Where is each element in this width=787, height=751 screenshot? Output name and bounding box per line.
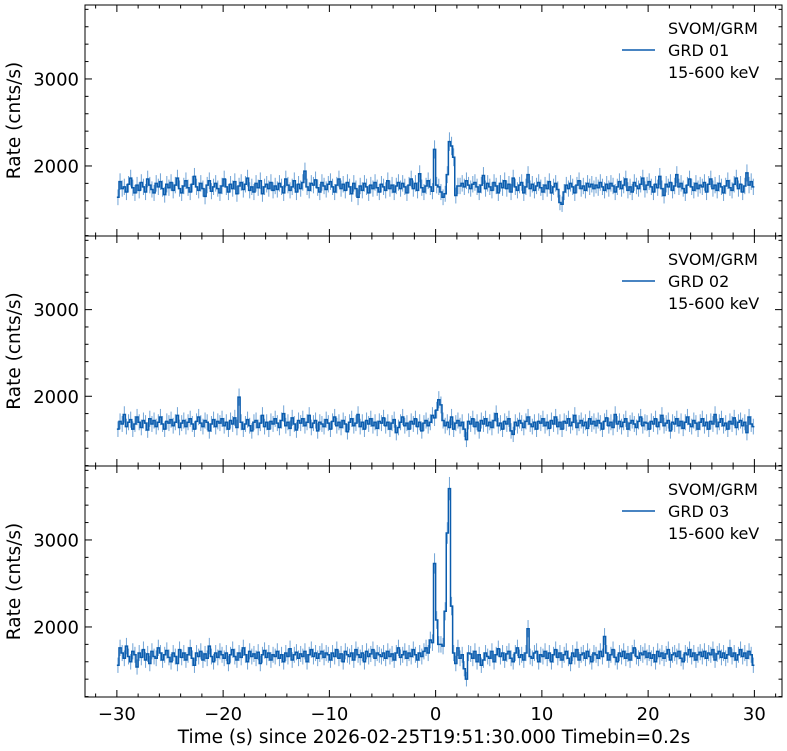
x-tick-label: 20 bbox=[637, 704, 660, 725]
legend-text: SVOM/GRM bbox=[668, 480, 758, 499]
legend-text: GRD 02 bbox=[668, 272, 729, 291]
legend: SVOM/GRM GRD 03 15-600 keV bbox=[622, 480, 759, 543]
y-tick-label: 3000 bbox=[33, 530, 79, 551]
y-tick-label: 3000 bbox=[33, 69, 79, 90]
legend-text: SVOM/GRM bbox=[668, 19, 758, 38]
y-axis-label: Rate (cnts/s) bbox=[4, 523, 25, 640]
x-axis-label: Time (s) since 2026-02-25T19:51:30.000 T… bbox=[177, 727, 690, 748]
y-tick-label: 2000 bbox=[33, 156, 79, 177]
rate-step-line bbox=[116, 140, 755, 205]
legend-text: SVOM/GRM bbox=[668, 250, 758, 269]
x-tick-label: 0 bbox=[430, 704, 441, 725]
legend: SVOM/GRM GRD 01 15-600 keV bbox=[622, 19, 759, 82]
legend-text: GRD 03 bbox=[668, 502, 729, 521]
axes-frame bbox=[84, 4, 783, 237]
legend-text: 15-600 keV bbox=[668, 294, 759, 313]
panel-grd-01: 2000 3000 Rate (cnts/s) SVOM/GRM GRD 01 15-60… bbox=[4, 4, 783, 237]
x-tick-label: −30 bbox=[98, 704, 136, 725]
x-tick-label: −10 bbox=[310, 704, 348, 725]
y-axis-label: Rate (cnts/s) bbox=[4, 62, 25, 179]
rate-step-line bbox=[116, 487, 755, 680]
y-tick-label: 2000 bbox=[33, 617, 79, 638]
panel-grd-02: 2000 3000 Rate (cnts/s) SVOM/GRM GRD 02 15-60… bbox=[4, 235, 783, 467]
axes-frame bbox=[84, 465, 783, 698]
x-tick-label: 10 bbox=[530, 704, 553, 725]
y-axis-label: Rate (cnts/s) bbox=[4, 292, 25, 409]
legend-text: 15-600 keV bbox=[668, 63, 759, 82]
y-tick-label: 2000 bbox=[33, 387, 79, 408]
panel-grd-03: 2000 3000 Rate (cnts/s) SVOM/GRM GRD 03 15-60… bbox=[4, 465, 783, 725]
rate-step-line bbox=[116, 396, 755, 441]
legend: SVOM/GRM GRD 02 15-600 keV bbox=[622, 250, 759, 313]
axes-frame bbox=[84, 235, 783, 467]
y-tick-label: 3000 bbox=[33, 300, 79, 321]
legend-text: GRD 01 bbox=[668, 41, 729, 60]
legend-text: 15-600 keV bbox=[668, 524, 759, 543]
x-tick-label: 30 bbox=[743, 704, 766, 725]
x-tick-label: −20 bbox=[204, 704, 242, 725]
